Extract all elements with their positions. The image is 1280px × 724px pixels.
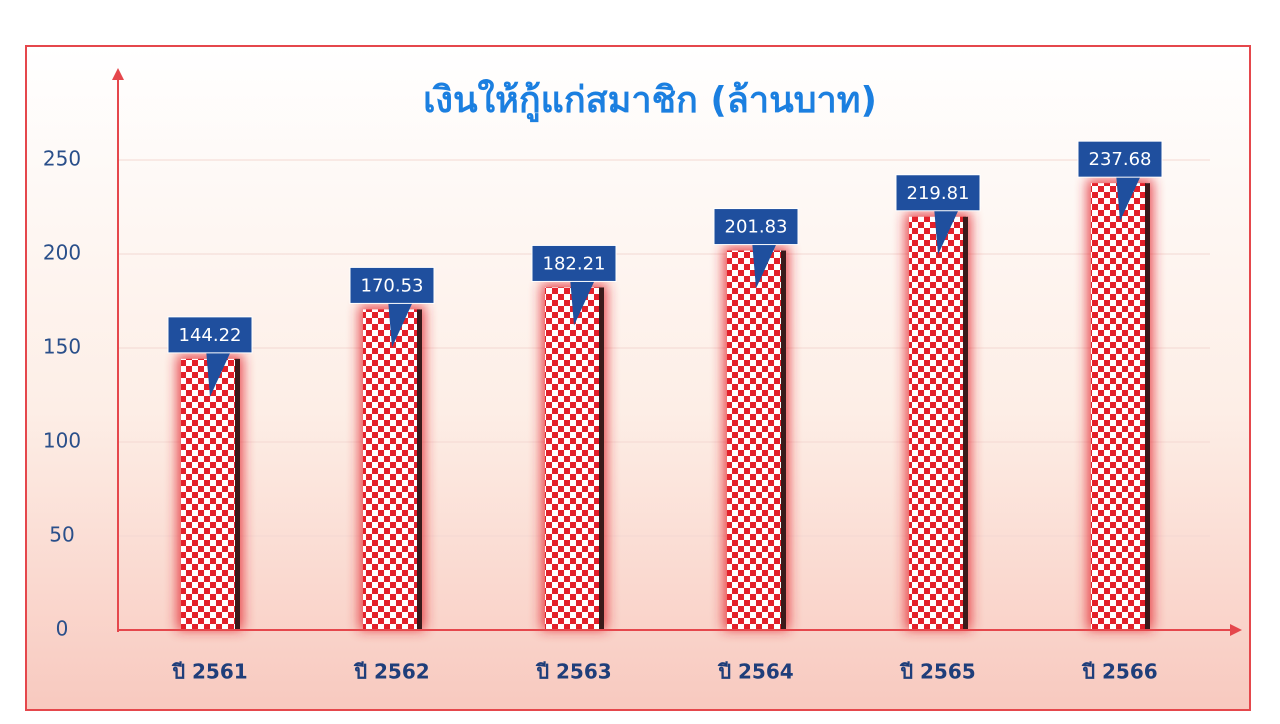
y-tick-label: 0 — [56, 617, 69, 641]
x-tick-label: ปี 2564 — [717, 660, 794, 684]
label-pointer — [570, 277, 596, 326]
bar-shadow — [235, 358, 240, 630]
bar-shadow — [599, 287, 604, 630]
y-tick-label: 150 — [43, 335, 81, 359]
value-label: 219.81 — [907, 183, 970, 204]
y-tick-label: 100 — [43, 429, 81, 453]
bar — [909, 216, 967, 630]
value-label: 237.68 — [1089, 149, 1152, 170]
label-pointer — [934, 206, 960, 255]
plot: 0 50 100 150 200 250 ปี 2561 144.22 ปี 2562 170.5… — [43, 140, 1210, 684]
bar-shadow — [963, 216, 968, 630]
bar-shadow — [1145, 183, 1150, 630]
label-box — [167, 316, 253, 354]
label-box — [1077, 140, 1163, 178]
bar — [363, 309, 421, 630]
y-axis-arrow — [112, 68, 124, 80]
x-tick-label: ปี 2565 — [899, 660, 976, 684]
bar — [545, 287, 603, 630]
bar-shadow — [417, 309, 422, 630]
label-box — [349, 266, 435, 304]
value-label: 182.21 — [543, 253, 606, 274]
label-pointer — [388, 299, 414, 348]
x-tick-label: ปี 2566 — [1081, 660, 1158, 684]
x-tick-label: ปี 2563 — [535, 660, 612, 684]
bar-shadow — [781, 250, 786, 630]
label-pointer — [752, 240, 778, 289]
chart-title: เงินให้กู้แก่สมาชิก (ล้านบาท) — [423, 78, 877, 123]
y-tick-label: 250 — [43, 147, 81, 171]
y-tick-label: 200 — [43, 241, 81, 265]
label-pointer — [1116, 173, 1142, 222]
label-box — [713, 208, 799, 246]
label-pointer — [206, 348, 232, 397]
bar — [727, 250, 785, 630]
x-axis-arrow — [1230, 624, 1242, 636]
value-label: 170.53 — [361, 275, 424, 296]
bar — [1091, 183, 1149, 630]
value-label: 201.83 — [725, 217, 788, 238]
x-tick-label: ปี 2561 — [171, 660, 248, 684]
bar — [181, 358, 239, 630]
label-box — [531, 244, 617, 282]
x-tick-label: ปี 2562 — [353, 660, 430, 684]
value-label: 144.22 — [179, 325, 242, 346]
y-tick-label: 50 — [49, 523, 74, 547]
label-box — [895, 174, 981, 212]
